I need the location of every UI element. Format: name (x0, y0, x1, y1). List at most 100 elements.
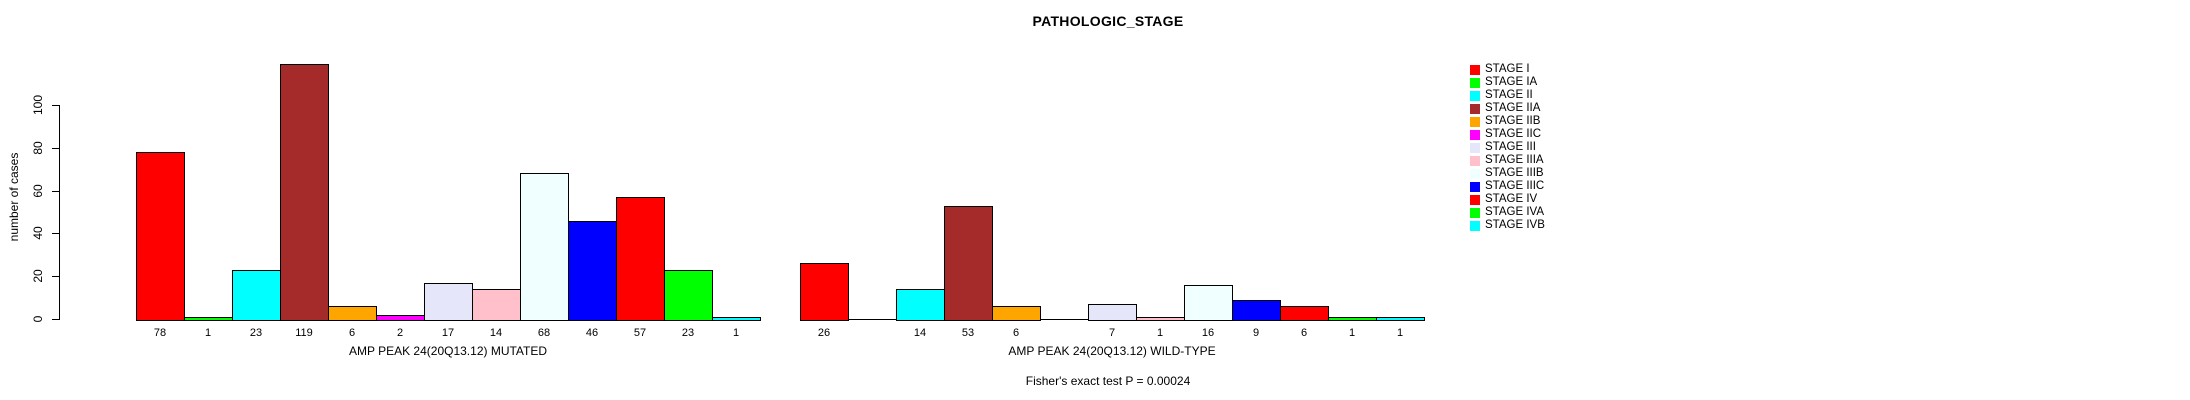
legend-swatch-icon (1470, 77, 1480, 88)
y-axis-line (59, 105, 60, 320)
legend-swatch-icon (1470, 207, 1480, 218)
group-wildtype-xlabel: AMP PEAK 24(20Q13.12) WILD-TYPE (1008, 344, 1216, 358)
legend-swatch-icon (1470, 142, 1480, 153)
chart-title: PATHOLOGIC_STAGE (1032, 13, 1184, 29)
y-tick-mark (52, 319, 59, 320)
legend-item: STAGE I (1470, 63, 1545, 76)
bar-stage-iiib (520, 173, 569, 321)
y-tick-label: 80 (31, 141, 45, 155)
legend-label: STAGE IIIC (1485, 180, 1545, 192)
bar-value-label: 1 (204, 327, 212, 339)
legend-label: STAGE III (1485, 141, 1536, 153)
bar-stage-ivb (712, 317, 761, 321)
bar-value-label: 6 (1300, 327, 1308, 339)
bar-stage-iv (1280, 306, 1329, 321)
bar-value-label: 6 (1012, 327, 1020, 339)
legend-label: STAGE IV (1485, 193, 1538, 205)
legend-swatch-icon (1470, 181, 1480, 192)
bar-value-label: 23 (681, 327, 695, 339)
bar-value-label: 14 (489, 327, 503, 339)
legend-item: STAGE IIIC (1470, 180, 1545, 193)
bar-value-label: 26 (817, 327, 831, 339)
bar-value-label: 68 (537, 327, 551, 339)
group-mutated-xlabel: AMP PEAK 24(20Q13.12) MUTATED (348, 344, 548, 358)
bar-value-label: 57 (633, 327, 647, 339)
bar-value-label: 14 (913, 327, 927, 339)
legend-label: STAGE IVA (1485, 206, 1545, 218)
y-tick-mark (52, 148, 59, 149)
legend-item: STAGE IIC (1470, 128, 1545, 141)
y-tick-label: 60 (31, 184, 45, 198)
legend: STAGE I STAGE IA STAGE II STAGE IIA STAGE II… (1470, 63, 1545, 232)
bar-value-label: 46 (585, 327, 599, 339)
legend-item: STAGE IV (1470, 193, 1545, 206)
bar-stage-iv (616, 197, 665, 321)
legend-swatch-icon (1470, 194, 1480, 205)
legend-item: STAGE IIA (1470, 102, 1545, 115)
legend-label: STAGE II (1485, 89, 1533, 101)
legend-label: STAGE I (1485, 63, 1530, 75)
legend-label: STAGE IVB (1485, 219, 1545, 231)
bar-stage-iiib (1184, 285, 1233, 321)
legend-item: STAGE III (1470, 141, 1545, 154)
bar-stage-iva (1328, 317, 1377, 321)
legend-item: STAGE IIIB (1470, 167, 1545, 180)
y-tick-label: 40 (31, 226, 45, 240)
bar-value-label: 17 (441, 327, 455, 339)
legend-swatch-icon (1470, 103, 1480, 114)
bar-stage-iia (280, 64, 329, 321)
bar-stage-iva (664, 270, 713, 321)
y-tick-label: 0 (31, 315, 45, 323)
legend-swatch-icon (1470, 129, 1480, 140)
bar-stage-ii (896, 289, 945, 321)
bar-stage-iiia (472, 289, 521, 321)
bar-stage-iiic (1232, 300, 1281, 321)
y-tick-mark (52, 105, 59, 106)
y-axis-label: number of cases (7, 152, 21, 242)
legend-item: STAGE IIIA (1470, 154, 1545, 167)
legend-swatch-icon (1470, 168, 1480, 179)
legend-swatch-icon (1470, 90, 1480, 101)
bar-value-label: 119 (295, 327, 313, 339)
bar-stage-i (800, 263, 849, 321)
bar-value-label: 6 (348, 327, 356, 339)
bar-value-label: 1 (1348, 327, 1356, 339)
legend-item: STAGE IVB (1470, 219, 1545, 232)
legend-label: STAGE IIIA (1485, 154, 1544, 166)
legend-label: STAGE IA (1485, 76, 1538, 88)
bar-value-label: 1 (732, 327, 740, 339)
bar-stage-iii (1088, 304, 1137, 321)
legend-label: STAGE IIB (1485, 115, 1541, 127)
bar-stage-i (136, 152, 185, 321)
y-tick-label: 20 (31, 269, 45, 283)
bar-stage-iiic (568, 221, 617, 321)
bar-stage-iia (944, 206, 993, 321)
legend-item: STAGE IA (1470, 76, 1545, 89)
bar-value-label: 16 (1201, 327, 1215, 339)
legend-swatch-icon (1470, 155, 1480, 166)
bar-stage-ivb (1376, 317, 1425, 321)
bar-value-label: 53 (961, 327, 975, 339)
y-tick-mark (52, 233, 59, 234)
bar-stage-iii (424, 283, 473, 321)
legend-label: STAGE IIC (1485, 128, 1542, 140)
legend-swatch-icon (1470, 116, 1480, 127)
bar-stage-iiia (1136, 317, 1185, 321)
bar-stage-iic (376, 315, 425, 321)
bar-stage-iib (992, 306, 1041, 321)
y-tick-mark (52, 276, 59, 277)
bar-value-label: 23 (249, 327, 263, 339)
bar-value-label: 1 (1396, 327, 1404, 339)
legend-item: STAGE II (1470, 89, 1545, 102)
legend-swatch-icon (1470, 64, 1480, 75)
bar-value-label: 1 (1156, 327, 1164, 339)
legend-label: STAGE IIA (1485, 102, 1541, 114)
fisher-test-annotation: Fisher's exact test P = 0.00024 (1025, 374, 1191, 388)
legend-swatch-icon (1470, 220, 1480, 231)
legend-item: STAGE IVA (1470, 206, 1545, 219)
legend-item: STAGE IIB (1470, 115, 1545, 128)
legend-label: STAGE IIIB (1485, 167, 1544, 179)
bar-stage-ia (184, 317, 233, 321)
bar-stage-ii (232, 270, 281, 321)
